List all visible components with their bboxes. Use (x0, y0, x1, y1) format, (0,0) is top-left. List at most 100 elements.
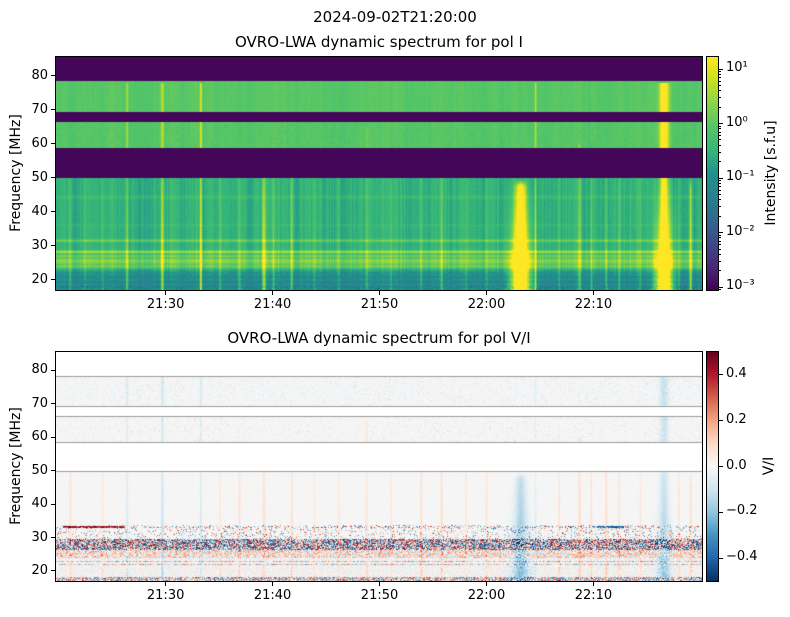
colorbar-minor-tick (719, 131, 721, 133)
colorbar-minor-tick (719, 215, 721, 217)
colorbar-tick (719, 68, 723, 70)
y-tick-label: 50 (31, 169, 48, 185)
x-tick-label: 22:00 (467, 588, 506, 603)
x-tick-label: 22:00 (467, 297, 506, 312)
colorbar-minor-tick (719, 84, 721, 86)
colorbar-minor-tick (719, 199, 721, 201)
colorbar-tick (719, 374, 723, 376)
pol-i-title: OVRO-LWA dynamic spectrum for pol I (235, 33, 523, 51)
x-tick-label: 22:10 (574, 588, 613, 603)
pol-vi-axes (56, 352, 702, 581)
colorbar-minor-tick (719, 125, 721, 127)
colorbar-tick-label: −0.2 (726, 503, 758, 519)
colorbar-tick-label: −0.4 (726, 549, 758, 565)
x-tick (165, 582, 167, 586)
y-tick-label: 30 (31, 237, 48, 253)
colorbar-tick-label: 10⁻³ (726, 278, 755, 294)
vi-colorbar (707, 352, 718, 581)
x-tick (379, 582, 381, 586)
pol-vi-title: OVRO-LWA dynamic spectrum for pol V/I (227, 329, 531, 347)
y-tick (51, 570, 55, 572)
colorbar-tick-label: 0.4 (726, 365, 747, 381)
y-tick (51, 143, 55, 145)
y-tick (51, 537, 55, 539)
colorbar-minor-tick (719, 128, 721, 130)
colorbar-minor-tick (719, 206, 721, 208)
colorbar-tick-label: 0.2 (726, 411, 747, 427)
y-tick-label: 80 (31, 362, 48, 378)
x-tick-label: 21:30 (146, 588, 185, 603)
colorbar-minor-tick (719, 144, 721, 146)
x-tick-label: 21:40 (253, 588, 292, 603)
colorbar-minor-tick (719, 253, 721, 255)
colorbar-tick (719, 177, 723, 179)
colorbar-minor-tick (719, 139, 721, 141)
colorbar-minor-tick (719, 289, 721, 291)
colorbar-minor-tick (719, 237, 721, 239)
colorbar-tick-label: 10¹ (726, 60, 748, 75)
figure-suptitle: 2024-09-02T21:20:00 (313, 8, 477, 26)
colorbar-minor-tick (719, 76, 721, 78)
colorbar-minor-tick (719, 234, 721, 236)
colorbar-minor-tick (719, 97, 721, 99)
y-tick-label: 50 (31, 462, 48, 478)
colorbar-tick-label: 10⁻¹ (726, 169, 755, 185)
y-tick-label: 70 (31, 101, 48, 117)
colorbar-minor-tick (719, 161, 721, 163)
colorbar-minor-tick (719, 135, 721, 137)
x-tick (592, 582, 594, 586)
colorbar-tick-label: 10⁰ (726, 114, 748, 130)
y-tick-label: 80 (31, 67, 48, 83)
y-tick-label: 40 (31, 496, 48, 512)
x-tick (485, 582, 487, 586)
y-tick (51, 403, 55, 405)
y-tick-label: 30 (31, 529, 48, 545)
x-tick-label: 22:10 (574, 297, 613, 312)
colorbar-minor-tick (719, 73, 721, 75)
x-tick (165, 291, 167, 295)
colorbar-minor-tick (719, 189, 721, 191)
colorbar-minor-tick (719, 90, 721, 92)
colorbar-minor-tick (719, 248, 721, 250)
colorbar-minor-tick (719, 244, 721, 246)
y-tick (51, 177, 55, 179)
y-tick (51, 369, 55, 371)
y-tick-label: 60 (31, 429, 48, 445)
x-tick (272, 582, 274, 586)
colorbar-minor-tick (719, 106, 721, 108)
y-tick (51, 245, 55, 247)
colorbar-tick (719, 232, 723, 234)
x-tick-label: 21:30 (146, 297, 185, 312)
colorbar-tick (719, 286, 723, 288)
y-tick-label: 20 (31, 271, 48, 287)
colorbar-minor-tick (719, 260, 721, 262)
colorbar-tick (719, 123, 723, 125)
x-tick-label: 21:40 (253, 297, 292, 312)
y-tick (51, 436, 55, 438)
pol-i-axes (56, 57, 702, 290)
colorbar-minor-tick (719, 182, 721, 184)
colorbar-minor-tick (719, 151, 721, 153)
colorbar-tick (719, 466, 723, 467)
colorbar-tick-label: 0.0 (726, 457, 747, 473)
x-tick-label: 21:50 (360, 588, 399, 603)
y-tick (51, 279, 55, 281)
colorbar-minor-tick (719, 194, 721, 196)
y-tick (51, 75, 55, 77)
y-tick-label: 20 (31, 562, 48, 578)
y-tick (51, 503, 55, 505)
y-tick-label: 40 (31, 203, 48, 219)
vi-colorbar-label: V/I (761, 456, 777, 476)
pol-i-heatmap-canvas (56, 57, 702, 290)
intensity-colorbar (707, 57, 718, 290)
y-tick (51, 211, 55, 213)
colorbar-tick (719, 420, 723, 422)
y-tick-label: 60 (31, 135, 48, 151)
x-tick (272, 291, 274, 295)
x-tick (485, 291, 487, 295)
intensity-colorbar-label: Intensity [s.f.u] (763, 120, 779, 226)
y-tick (51, 109, 55, 111)
colorbar-minor-tick (719, 71, 721, 72)
colorbar-minor-tick (719, 186, 721, 188)
